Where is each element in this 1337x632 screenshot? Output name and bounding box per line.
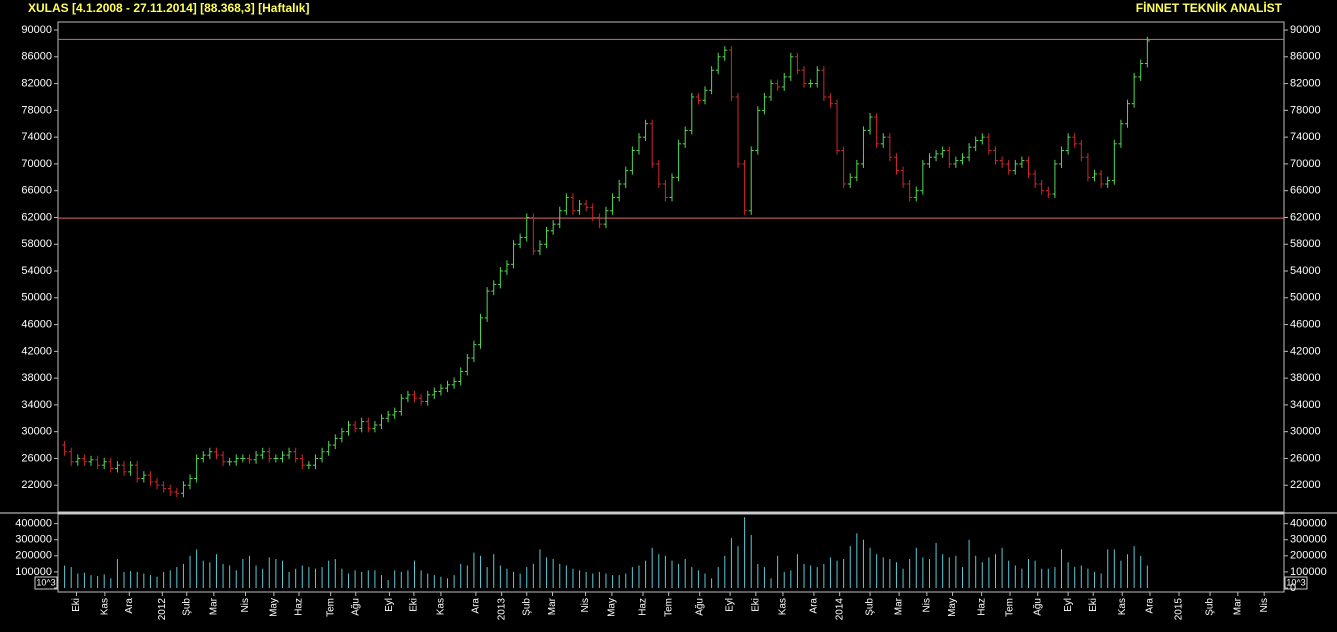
x-tick-label: Eyl: [384, 598, 395, 612]
x-tick-label: Kas: [100, 598, 111, 615]
y-tick-label: 78000: [1290, 104, 1321, 116]
x-tick-label: Ağu: [350, 598, 361, 616]
x-tick-label: Nis: [240, 598, 251, 612]
chart-subtitle: FİNNET TEKNİK ANALİST: [1136, 0, 1283, 15]
y-tick-label: 58000: [21, 238, 52, 250]
x-tick-label: Nis: [1259, 598, 1270, 612]
x-tick-label: Nis: [921, 598, 932, 612]
y-tick-label: 78000: [21, 104, 52, 116]
x-tick-label: Ara: [809, 598, 820, 614]
y-tick-label: 70000: [1290, 158, 1321, 170]
x-tick-label: Nis: [580, 598, 591, 612]
volume-panel: [57, 513, 1285, 593]
x-tick-label: Şub: [865, 598, 876, 616]
unit-box: [1284, 576, 1308, 590]
y2-tick-label: 200000: [1290, 550, 1327, 562]
x-tick-label: 2015: [1174, 598, 1185, 621]
y2-tick-label: 300000: [15, 534, 52, 546]
y2-tick-label: 400000: [15, 518, 52, 530]
y-tick-label: 34000: [21, 399, 52, 411]
x-tick-label: Eki: [750, 598, 761, 612]
y-tick-label: 30000: [21, 426, 52, 438]
y-tick-label: 86000: [21, 51, 52, 63]
y-tick-label: 46000: [21, 318, 52, 330]
x-tick-label: Mar: [1232, 597, 1243, 615]
x-tick-label: Haz: [294, 598, 305, 616]
x-tick-label: Eyl: [1063, 598, 1074, 612]
y-tick-label: 46000: [1290, 318, 1321, 330]
x-tick-label: Tem: [325, 598, 336, 617]
y-tick-label: 74000: [21, 131, 52, 143]
x-tick-label: Mar: [208, 597, 219, 615]
x-tick-label: 2014: [834, 598, 845, 621]
y2-tick-label: 0: [1290, 582, 1296, 594]
volume-unit: 10^3: [1286, 577, 1305, 587]
volume-unit: 10^3: [36, 577, 55, 587]
x-tick-label: Tem: [663, 598, 674, 617]
y2-tick-label: 100000: [1290, 566, 1327, 578]
y-tick-label: 22000: [1290, 479, 1321, 491]
x-tick-label: 2013: [496, 598, 507, 621]
x-tick-label: Kas: [778, 598, 789, 615]
unit-box: [34, 576, 58, 590]
y-tick-label: 86000: [1290, 51, 1321, 63]
x-tick-label: Ara: [1145, 598, 1156, 614]
y-tick-label: 66000: [21, 185, 52, 197]
y-tick-label: 62000: [1290, 211, 1321, 223]
y-tick-label: 82000: [1290, 77, 1321, 89]
y-tick-label: 90000: [1290, 24, 1321, 36]
x-tick-label: Ara: [124, 598, 135, 614]
x-tick-label: Haz: [638, 598, 649, 616]
x-tick-label: Ağu: [1032, 598, 1043, 616]
x-tick-label: Eki: [1088, 598, 1099, 612]
chart-title: XULAS [4.1.2008 - 27.11.2014] [88.368,3]…: [28, 1, 309, 15]
y2-tick-label: 400000: [1290, 518, 1327, 530]
y-tick-label: 82000: [21, 77, 52, 89]
x-tick-label: Eki: [71, 598, 82, 612]
x-tick-label: Tem: [1005, 598, 1016, 617]
x-tick-label: Ağu: [694, 598, 705, 616]
x-tick-label: Ara: [471, 598, 482, 614]
y-tick-label: 38000: [21, 372, 52, 384]
x-tick-label: May: [269, 598, 280, 617]
y-tick-label: 90000: [21, 24, 52, 36]
x-tick-label: Şub: [521, 598, 532, 616]
x-tick-label: May: [947, 598, 958, 617]
y-tick-label: 42000: [1290, 345, 1321, 357]
x-tick-label: May: [607, 598, 618, 617]
x-tick-label: Kas: [1117, 598, 1128, 615]
y2-tick-label: 300000: [1290, 534, 1327, 546]
y-tick-label: 30000: [1290, 426, 1321, 438]
y-tick-label: 34000: [1290, 399, 1321, 411]
x-tick-label: Mar: [894, 597, 905, 615]
y-tick-label: 26000: [1290, 452, 1321, 464]
x-tick-label: 2012: [157, 598, 168, 621]
y-tick-label: 50000: [21, 292, 52, 304]
y2-tick-label: 100000: [15, 566, 52, 578]
x-tick-label: Eyl: [725, 598, 736, 612]
y-tick-label: 62000: [21, 211, 52, 223]
y-tick-label: 50000: [1290, 292, 1321, 304]
y-tick-label: 66000: [1290, 185, 1321, 197]
y-tick-label: 74000: [1290, 131, 1321, 143]
price-panel: [57, 21, 1285, 513]
y-tick-label: 42000: [21, 345, 52, 357]
y-tick-label: 26000: [21, 452, 52, 464]
y-tick-label: 54000: [1290, 265, 1321, 277]
x-tick-label: Şub: [181, 598, 192, 616]
y-tick-label: 38000: [1290, 372, 1321, 384]
y-tick-label: 70000: [21, 158, 52, 170]
x-tick-label: Kas: [436, 598, 447, 615]
x-tick-label: Şub: [1205, 598, 1216, 616]
y-tick-label: 54000: [21, 265, 52, 277]
y-tick-label: 58000: [1290, 238, 1321, 250]
y2-tick-label: 200000: [15, 550, 52, 562]
x-tick-label: Haz: [976, 598, 987, 616]
x-tick-label: Mar: [547, 597, 558, 615]
x-tick-label: Eki: [408, 598, 419, 612]
y-tick-label: 22000: [21, 479, 52, 491]
